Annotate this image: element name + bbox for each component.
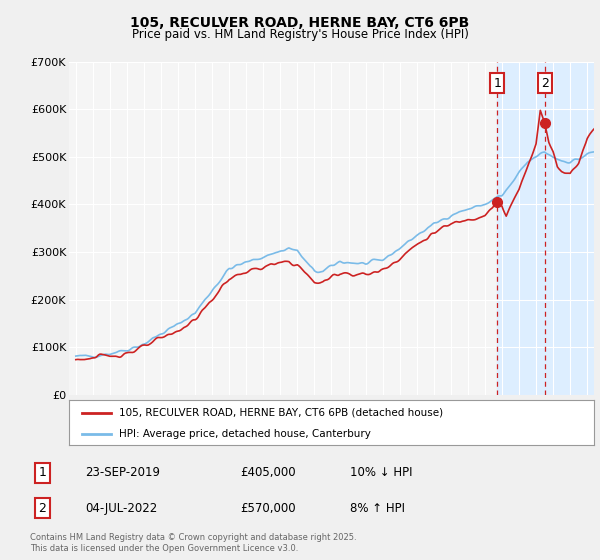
Text: HPI: Average price, detached house, Canterbury: HPI: Average price, detached house, Cant… [119,428,371,438]
Text: 8% ↑ HPI: 8% ↑ HPI [350,502,405,515]
Text: 105, RECULVER ROAD, HERNE BAY, CT6 6PB (detached house): 105, RECULVER ROAD, HERNE BAY, CT6 6PB (… [119,408,443,418]
Text: 1: 1 [493,77,501,90]
Bar [497,62,594,395]
Text: 2: 2 [38,502,46,515]
Text: 2: 2 [541,77,548,90]
Text: £405,000: £405,000 [240,466,295,479]
Text: 23-SEP-2019: 23-SEP-2019 [85,466,160,479]
Text: Contains HM Land Registry data © Crown copyright and database right 2025.
This d: Contains HM Land Registry data © Crown c… [30,533,356,553]
Text: £570,000: £570,000 [240,502,295,515]
Text: 105, RECULVER ROAD, HERNE BAY, CT6 6PB: 105, RECULVER ROAD, HERNE BAY, CT6 6PB [130,16,470,30]
Text: Price paid vs. HM Land Registry's House Price Index (HPI): Price paid vs. HM Land Registry's House … [131,28,469,41]
Text: 10% ↓ HPI: 10% ↓ HPI [350,466,413,479]
Text: 04-JUL-2022: 04-JUL-2022 [85,502,157,515]
Text: 1: 1 [38,466,46,479]
